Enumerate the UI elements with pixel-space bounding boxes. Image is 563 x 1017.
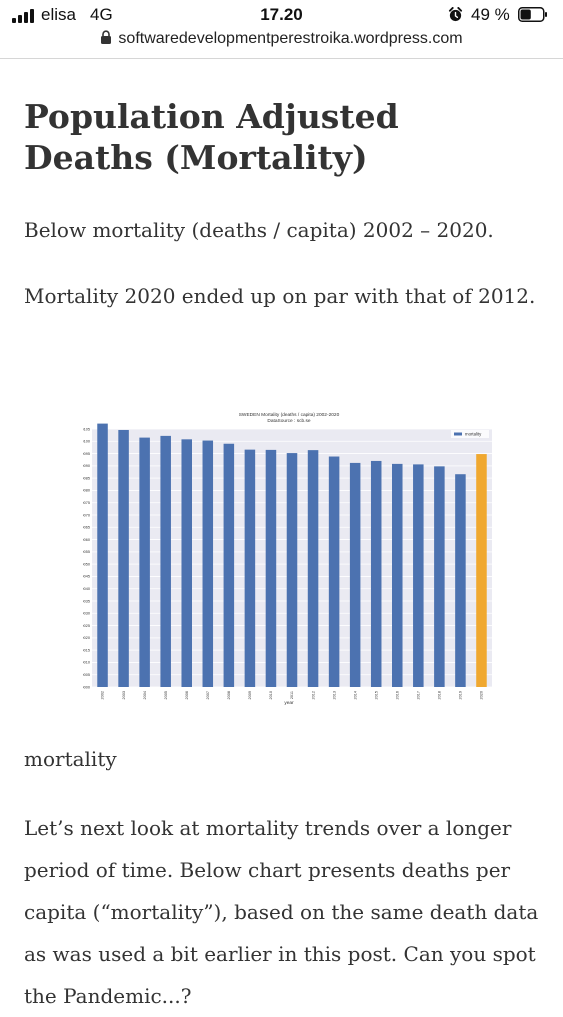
x-tick-label: 2019 xyxy=(459,691,463,699)
x-tick-label: 2018 xyxy=(438,691,442,699)
lock-icon xyxy=(101,30,112,44)
y-tick-label: 0.0070 xyxy=(83,513,90,517)
status-bar: elisa 4G 17.20 49 % xyxy=(0,0,563,30)
url-text: softwaredevelopmentperestroika.wordpress… xyxy=(118,30,463,47)
address-bar[interactable]: softwaredevelopmentperestroika.wordpress… xyxy=(0,30,563,56)
chart-legend: mortality xyxy=(451,430,489,438)
bar-2002 xyxy=(97,423,108,687)
status-time: 17.20 xyxy=(260,5,303,24)
bar-2011 xyxy=(286,453,298,687)
x-tick-label: 2008 xyxy=(227,691,231,699)
alarm-icon xyxy=(448,7,463,22)
toolbar-divider xyxy=(0,58,563,59)
x-tick-label: 2009 xyxy=(248,691,252,699)
bar-2019 xyxy=(455,474,466,687)
paragraph-1: Below mortality (deaths / capita) 2002 –… xyxy=(24,218,494,242)
network-type: 4G xyxy=(90,5,113,24)
article-title-line-1: Population Adjusted xyxy=(24,97,399,136)
y-tick-label: 0.0040 xyxy=(83,587,90,591)
battery-percent: 49 % xyxy=(471,5,510,24)
x-tick-label: 2020 xyxy=(480,691,484,699)
legend-swatch xyxy=(454,432,462,436)
x-tick-label: 2002 xyxy=(101,691,105,699)
bar-2004 xyxy=(139,437,150,687)
chart-subtitle: DataSource : scb.se xyxy=(267,418,311,424)
bar-2009 xyxy=(244,449,256,687)
bar-2010 xyxy=(265,449,277,687)
x-tick-label: 2011 xyxy=(290,691,294,699)
y-tick-label: 0.0090 xyxy=(83,464,90,468)
x-tick-label: 2010 xyxy=(269,691,273,699)
bar-2007 xyxy=(202,440,214,687)
x-tick-label: 2006 xyxy=(185,691,189,699)
x-tick-label: 2005 xyxy=(164,691,168,699)
x-axis-label: year xyxy=(284,700,294,706)
chart-caption: mortality xyxy=(24,747,117,771)
x-tick-label: 2003 xyxy=(122,691,126,699)
x-tick-label: 2013 xyxy=(332,691,336,699)
bar-2014 xyxy=(349,462,361,687)
mortality-chart: SWEDEN Mortality (deaths / capita) 2002-… xyxy=(56,405,495,710)
article-title-line-2: Deaths (Mortality) xyxy=(24,138,368,177)
bar-2018 xyxy=(434,466,445,687)
battery-icon xyxy=(518,7,547,22)
y-tick-label: 0.0030 xyxy=(83,612,90,616)
bar-2012 xyxy=(307,450,319,687)
carrier-name: elisa xyxy=(41,5,76,24)
x-tick-label: 2004 xyxy=(143,691,147,699)
bar-2008 xyxy=(223,443,235,687)
bar-2005 xyxy=(160,435,171,687)
bar-2013 xyxy=(328,456,340,687)
x-tick-label: 2012 xyxy=(311,691,315,699)
bar-2015 xyxy=(370,460,382,687)
paragraph-2: Mortality 2020 ended up on par with that… xyxy=(24,284,536,308)
x-tick-label: 2014 xyxy=(353,691,357,699)
bar-2006 xyxy=(181,439,192,687)
signal-icon xyxy=(12,8,38,23)
bar-2017 xyxy=(413,464,424,687)
y-tick-label: 0.0080 xyxy=(83,489,90,493)
bar-2020 xyxy=(476,454,487,687)
y-tick-label: 0.0060 xyxy=(83,538,90,542)
y-tick-label: 0.0020 xyxy=(83,636,90,640)
x-tick-label: 2017 xyxy=(417,691,421,699)
x-tick-label: 2015 xyxy=(374,691,378,699)
legend-label: mortality xyxy=(465,432,482,437)
x-tick-label: 2016 xyxy=(395,691,399,699)
paragraph-3: Let’s next look at mortality trends over… xyxy=(24,816,539,1008)
x-tick-label: 2007 xyxy=(206,691,210,699)
article-title: Population Adjusted Deaths (Mortality) xyxy=(24,96,544,178)
bar-2003 xyxy=(118,429,129,687)
chart-title: SWEDEN Mortality (deaths / capita) 2002-… xyxy=(239,412,340,418)
mortality-chart-svg: SWEDEN Mortality (deaths / capita) 2002-… xyxy=(56,412,492,706)
bar-2016 xyxy=(392,463,403,687)
